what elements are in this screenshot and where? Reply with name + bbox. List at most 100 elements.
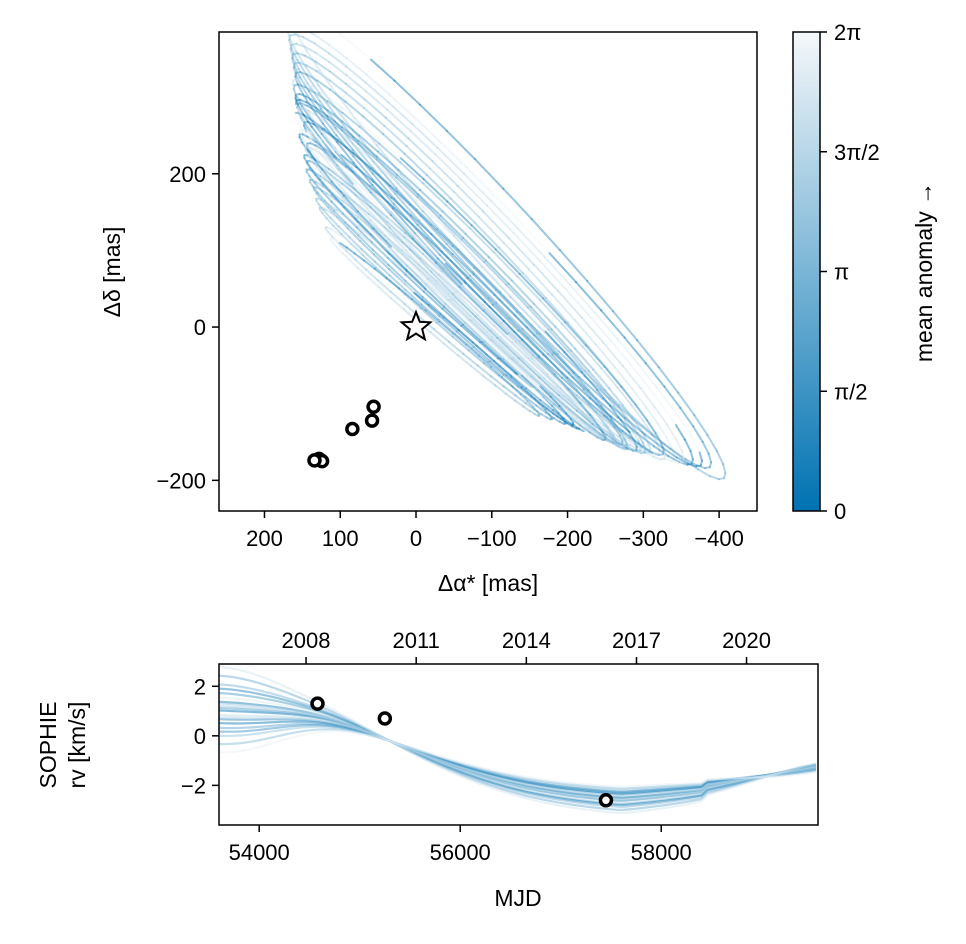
orbit-segment [502,320,523,341]
orbit-segment [636,406,651,425]
orbit-segment [647,386,665,409]
orbit-segment [575,281,603,312]
orbit-segment [686,462,693,466]
orbit-segment [393,197,419,226]
orbit-segment [355,166,375,183]
orbit-segment [303,81,316,89]
orbit-segment [639,387,657,409]
orbit-segment [300,102,309,107]
orbit-segment [539,299,564,326]
orbit-segment [551,394,571,411]
orbit-segment [663,453,667,460]
orbit-segment [353,200,372,221]
orbit-segment [623,437,628,446]
orbit-segment [372,227,392,248]
orbit-segment [317,197,324,202]
orbit-segment [358,134,379,153]
orbit-segment [314,173,324,185]
orbit-segment [492,251,519,278]
orbit-segment [524,395,538,407]
orbit-segment [400,266,418,282]
orbit-segment [330,212,340,220]
orbit-segment [296,121,305,132]
orbit-segment [349,188,369,210]
orbit-segment [609,339,632,366]
orbit-segment [471,313,492,332]
orbit-segment [432,265,458,291]
orbit-segment [444,302,467,324]
orbit-segment [410,241,435,268]
orbit-segment [584,421,600,435]
orbit-segment [616,338,640,365]
orbit-segment [612,441,621,446]
orbit-segment [431,160,459,187]
orbit-segment [520,386,536,400]
orbit-segment [600,404,613,420]
orbit-segment [578,423,588,430]
orbit-segment [419,307,438,324]
orbit-segment [296,103,305,116]
orbit-segment [628,430,636,442]
orbit-segment [445,129,476,161]
orbit-segment [421,299,441,317]
orbit-segment [289,12,291,21]
orbit-segment [583,421,599,434]
orbit-segment [533,263,560,293]
rv-model-curve [219,724,817,794]
orbit-segment [438,320,454,335]
orbit-segment [542,396,553,407]
rv-panel: 54000 56000 58000 2008 2011 2014 2017 2020 −2 0… [35,628,819,911]
orbit-segment [581,423,587,431]
orbit-segment [365,73,391,96]
x-tick-label: −100 [467,526,517,551]
orbit-segment [434,261,461,288]
orbit-segment [300,105,312,120]
orbit-segment [457,329,474,344]
orbit-segment [604,436,615,444]
orbit-segment [639,446,642,452]
orbit-segment [650,451,664,460]
orbit-segment [549,395,561,407]
orbit-segment [331,235,340,244]
orbit-segment [599,429,605,436]
orbit-segment [450,260,473,282]
orbit-segment [518,340,538,360]
orbit-segment [558,408,572,419]
orbit-segment [502,187,533,221]
orbit-segment [587,388,603,407]
orbit-segment [388,226,411,251]
year-tick-label: 2017 [612,628,661,653]
orbit-segment [532,355,558,379]
orbit-segment [525,387,542,402]
orbit-segment [421,210,451,241]
orbit-segment [575,394,598,414]
orbit-segment [447,303,470,326]
orbit-segment [483,362,500,377]
orbit-segment [373,260,391,277]
orbit-segment [353,252,366,262]
orbit-segment [431,293,450,310]
orbit-segment [371,184,394,210]
orbit-segment [334,198,347,209]
orbit-segment [327,203,338,211]
orbit-segment [587,412,597,424]
rv-model-curve [219,716,817,798]
orbit-segment [437,318,457,335]
orbit-segment [399,173,428,206]
orbit-segment [606,439,614,445]
orbit-segment [588,403,601,418]
orbit-segment [645,451,651,454]
orbit-segment [596,431,610,442]
orbit-segment [647,451,656,456]
orbit-segment [289,38,298,53]
orbit-segment [387,246,408,267]
orbit-segment [505,283,529,309]
orbit-segment [370,235,388,250]
orbit-segment [358,121,381,141]
orbit-segment [582,388,598,406]
orbit-segment [344,100,365,118]
orbit-segment [291,57,296,68]
orbit-segment [577,375,604,400]
orbit-segment [432,328,450,343]
orbit-segment [606,426,615,436]
